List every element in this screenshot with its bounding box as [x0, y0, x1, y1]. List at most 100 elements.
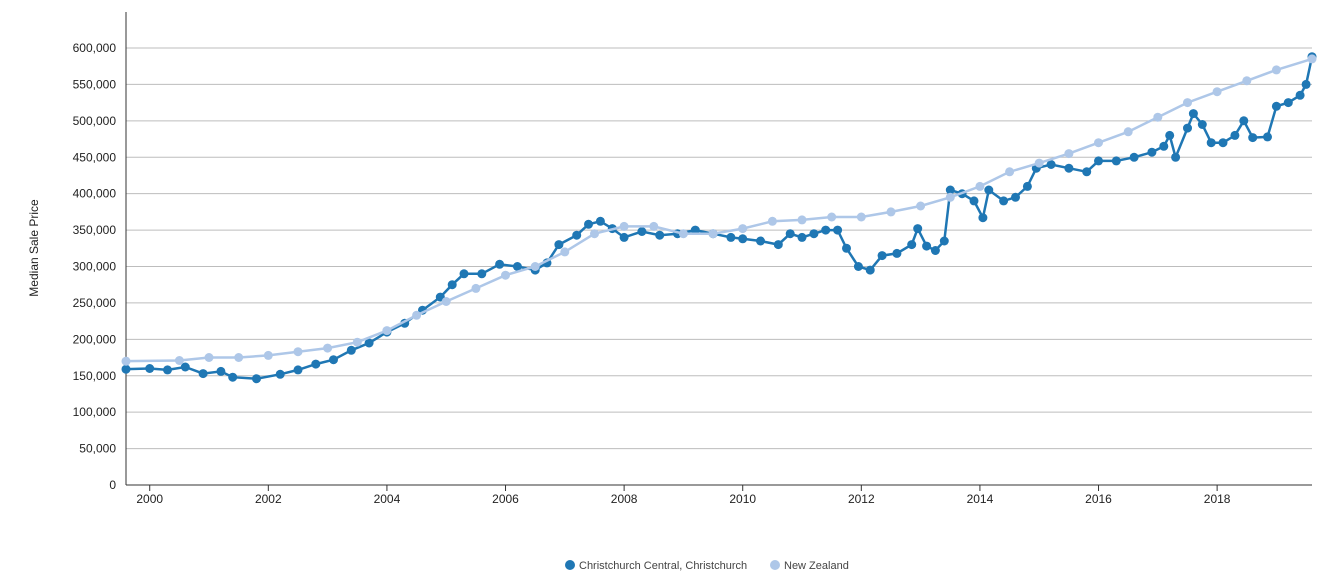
y-tick-label: 500,000: [73, 114, 117, 128]
x-tick-label: 2000: [136, 492, 163, 506]
data-point: [1129, 152, 1139, 162]
y-tick-label: 100,000: [73, 405, 117, 419]
data-point: [346, 345, 356, 355]
data-point: [999, 196, 1009, 206]
data-point: [975, 181, 985, 191]
data-point: [441, 297, 451, 306]
data-point: [978, 213, 988, 223]
legend-marker: [770, 560, 780, 570]
legend: Christchurch Central, Christchurch New Ze…: [565, 560, 849, 572]
data-point: [637, 227, 647, 236]
data-point: [827, 212, 837, 222]
data-point: [1212, 87, 1222, 97]
data-point: [619, 221, 629, 231]
axes: 0 50,000 100,000 150,000 200,000 250,000 300,0…: [73, 12, 1312, 506]
y-tick-label: 450,000: [73, 150, 117, 164]
data-point: [323, 343, 333, 353]
series-line: [125, 56, 1314, 380]
y-tick-label: 550,000: [73, 77, 117, 91]
data-point: [907, 240, 917, 250]
data-point: [1171, 152, 1181, 162]
y-tick-label: 200,000: [73, 332, 117, 346]
data-point: [1183, 98, 1192, 108]
data-point: [228, 372, 238, 382]
data-point: [945, 185, 955, 195]
x-tick-label: 2004: [374, 492, 401, 506]
data-point: [756, 236, 765, 246]
x-tick-label: 2002: [255, 492, 282, 506]
data-point: [969, 196, 979, 206]
data-point: [773, 240, 783, 250]
data-point: [945, 192, 955, 202]
data-point: [1271, 65, 1281, 75]
data-point: [293, 365, 303, 375]
data-point: [584, 219, 593, 229]
data-point: [1242, 76, 1252, 86]
y-axis-title: Median Sale Price: [27, 199, 41, 297]
y-tick-label: 0: [109, 478, 116, 492]
data-point: [382, 326, 392, 336]
data-point: [1263, 132, 1272, 142]
series-christchurch-central: [121, 52, 1317, 384]
data-point: [738, 224, 748, 234]
data-point: [1159, 141, 1169, 151]
data-point: [560, 247, 570, 257]
data-point: [785, 229, 795, 239]
data-point: [1165, 130, 1175, 140]
data-point: [163, 365, 172, 375]
data-point: [1094, 156, 1103, 166]
data-point: [930, 246, 940, 255]
data-point: [738, 234, 748, 244]
data-point: [797, 215, 807, 225]
legend-label: Christchurch Central, Christchurch: [579, 560, 747, 572]
data-point: [842, 243, 851, 253]
data-point: [501, 270, 510, 280]
data-point: [939, 236, 949, 246]
y-tick-label: 150,000: [73, 369, 117, 383]
data-point: [865, 265, 875, 275]
x-tick-label: 2014: [967, 492, 994, 506]
series-new-zealand: [121, 54, 1317, 366]
data-point: [1034, 158, 1044, 168]
data-point: [1197, 120, 1207, 129]
data-point: [892, 248, 902, 258]
data-point: [121, 356, 131, 366]
y-tick-label: 50,000: [79, 442, 116, 456]
data-point: [1005, 167, 1015, 177]
x-tick-label: 2006: [492, 492, 519, 506]
data-point: [1011, 192, 1020, 202]
y-tick-label: 300,000: [73, 260, 117, 274]
data-point: [922, 241, 932, 251]
data-point: [180, 362, 190, 372]
data-point: [352, 337, 362, 347]
data-point: [1295, 90, 1305, 100]
y-tick-label: 350,000: [73, 223, 117, 237]
data-point: [649, 221, 659, 231]
data-point: [263, 350, 273, 360]
data-point: [726, 232, 736, 242]
data-point: [708, 229, 718, 239]
data-point: [174, 356, 184, 365]
y-tick-label: 250,000: [73, 296, 117, 310]
x-tick-label: 2010: [729, 492, 756, 506]
data-point: [554, 240, 564, 250]
data-point: [1082, 167, 1092, 177]
data-series: [121, 52, 1317, 384]
data-point: [1046, 160, 1056, 169]
data-point: [1022, 181, 1032, 191]
data-point: [1218, 138, 1228, 148]
data-point: [1153, 112, 1163, 122]
data-point: [477, 269, 487, 279]
data-point: [252, 374, 261, 384]
data-point: [311, 359, 321, 369]
data-point: [678, 229, 688, 239]
data-point: [984, 185, 994, 195]
data-point: [204, 353, 214, 362]
x-tick-label: 2016: [1085, 492, 1112, 506]
data-point: [1271, 101, 1281, 111]
data-point: [690, 225, 700, 235]
data-point: [856, 212, 866, 222]
data-point: [767, 216, 777, 226]
data-point: [216, 366, 226, 376]
data-point: [1239, 116, 1249, 126]
